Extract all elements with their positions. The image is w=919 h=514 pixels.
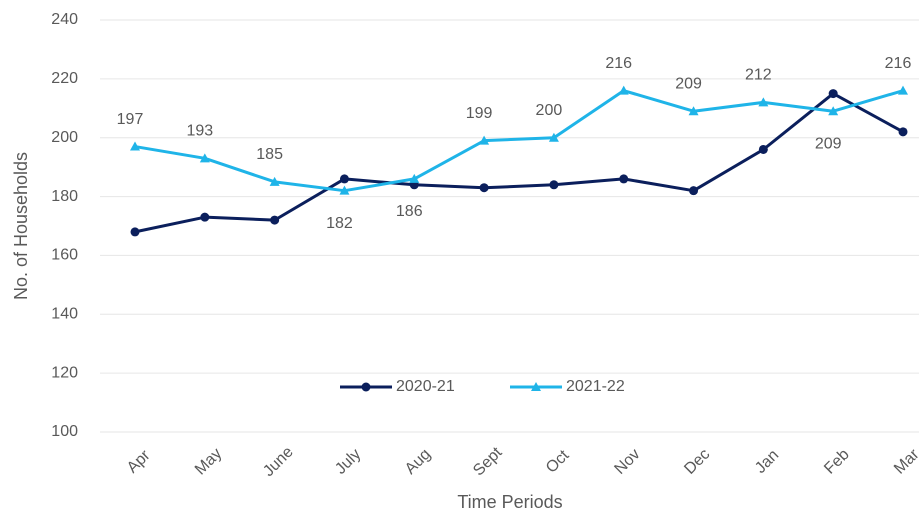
data-point bbox=[828, 89, 838, 99]
x-tick-label: Oct bbox=[543, 447, 573, 477]
data-label: 209 bbox=[675, 75, 702, 92]
data-point bbox=[270, 215, 280, 225]
data-label: 216 bbox=[605, 55, 632, 72]
x-tick-label: Feb bbox=[821, 446, 853, 478]
x-tick-label: Nov bbox=[611, 446, 643, 478]
y-tick-label: 180 bbox=[51, 188, 78, 205]
y-tick-label: 160 bbox=[51, 247, 78, 264]
data-point bbox=[618, 85, 629, 95]
data-point bbox=[479, 183, 489, 193]
data-label: 209 bbox=[815, 135, 842, 152]
data-label: 212 bbox=[745, 67, 772, 84]
data-point bbox=[549, 180, 559, 190]
x-axis-title: Time Periods bbox=[457, 492, 562, 512]
data-point bbox=[898, 127, 908, 137]
data-point bbox=[758, 144, 768, 154]
legend-marker bbox=[531, 382, 541, 391]
x-tick-label: July bbox=[332, 446, 364, 478]
data-point bbox=[898, 85, 908, 95]
data-point bbox=[130, 227, 140, 237]
y-axis-title: No. of Households bbox=[11, 152, 31, 300]
legend-label: 2021-22 bbox=[566, 378, 625, 395]
data-point bbox=[548, 132, 559, 142]
data-label: 216 bbox=[885, 55, 912, 72]
series-line bbox=[134, 89, 904, 193]
data-label: 186 bbox=[396, 203, 423, 220]
data-point bbox=[269, 176, 280, 186]
data-label: 185 bbox=[256, 146, 283, 163]
legend-item: 2021-22 bbox=[510, 378, 625, 395]
x-tick-label: Sept bbox=[470, 444, 506, 480]
data-point bbox=[688, 106, 699, 116]
y-tick-label: 240 bbox=[51, 11, 78, 28]
data-label: 199 bbox=[466, 105, 493, 122]
y-tick-label: 100 bbox=[51, 423, 78, 440]
x-tick-label: Dec bbox=[681, 446, 713, 478]
legend-item: 2020-21 bbox=[340, 378, 455, 395]
data-label: 193 bbox=[186, 123, 213, 140]
data-point bbox=[200, 212, 210, 222]
x-tick-label: May bbox=[192, 445, 225, 478]
y-tick-label: 120 bbox=[51, 364, 78, 381]
data-point bbox=[619, 174, 629, 184]
y-tick-label: 140 bbox=[51, 306, 78, 323]
x-tick-label: Aug bbox=[402, 446, 434, 478]
data-point bbox=[130, 141, 140, 151]
y-tick-label: 220 bbox=[51, 70, 78, 87]
data-point bbox=[199, 153, 210, 163]
legend-label: 2020-21 bbox=[396, 378, 455, 395]
y-tick-label: 200 bbox=[51, 129, 78, 146]
data-point bbox=[758, 97, 769, 107]
data-point bbox=[689, 186, 699, 196]
x-tick-label: June bbox=[260, 443, 297, 480]
data-point bbox=[828, 106, 839, 116]
data-label: 182 bbox=[326, 215, 353, 232]
data-label: 200 bbox=[536, 102, 563, 119]
x-tick-label: Jan bbox=[752, 447, 782, 477]
x-tick-label: Apr bbox=[124, 447, 154, 477]
data-point bbox=[339, 185, 350, 195]
data-point bbox=[409, 173, 420, 183]
data-point bbox=[339, 174, 349, 184]
data-label: 197 bbox=[117, 111, 144, 128]
x-tick-label: Mar bbox=[891, 446, 919, 478]
series-line bbox=[134, 92, 904, 234]
legend-marker bbox=[361, 382, 371, 392]
data-point bbox=[479, 135, 490, 145]
